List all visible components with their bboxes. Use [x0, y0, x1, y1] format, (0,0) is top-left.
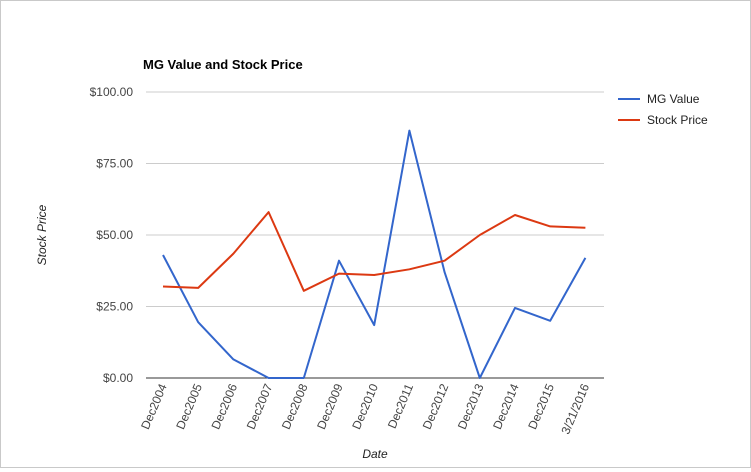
x-tick-label: Dec2006: [209, 381, 241, 431]
y-axis-title: Stock Price: [35, 204, 49, 265]
x-tick-label: Dec2005: [173, 381, 205, 431]
y-tick-label: $50.00: [96, 228, 133, 242]
series-line-stock-price: [162, 211, 586, 292]
x-tick-label: Dec2010: [349, 381, 381, 431]
y-axis-ticks: $0.00 $25.00 $50.00 $75.00 $100.00: [90, 85, 134, 385]
x-tick-label: Dec2008: [279, 381, 311, 431]
y-tick-label: $0.00: [103, 371, 133, 385]
gridlines: [146, 91, 604, 307]
legend-label: MG Value: [647, 92, 700, 106]
x-tick-label: Dec2004: [138, 381, 170, 431]
x-axis-ticks: Dec2004 Dec2005 Dec2006 Dec2007 Dec2008 Dec20…: [138, 381, 592, 436]
x-tick-label: Dec2014: [490, 381, 522, 431]
x-tick-label: Dec2013: [455, 381, 487, 431]
x-tick-label: Dec2011: [385, 381, 416, 430]
x-tick-label: 3/21/2016: [558, 381, 592, 436]
x-tick-label: Dec2009: [314, 381, 346, 431]
series-lines: [162, 129, 587, 379]
y-tick-label: $25.00: [96, 300, 133, 314]
x-tick-label: Dec2007: [244, 381, 276, 431]
y-tick-label: $100.00: [90, 85, 134, 99]
legend-label: Stock Price: [647, 113, 708, 127]
x-tick-label: Dec2012: [420, 381, 452, 431]
y-tick-label: $75.00: [96, 157, 133, 171]
x-tick-label: Dec2015: [525, 381, 557, 431]
x-axis-title: Date: [362, 447, 388, 461]
legend: MG Value Stock Price: [618, 92, 708, 127]
series-line-mg-value: [162, 129, 587, 379]
chart-title: MG Value and Stock Price: [143, 57, 303, 72]
